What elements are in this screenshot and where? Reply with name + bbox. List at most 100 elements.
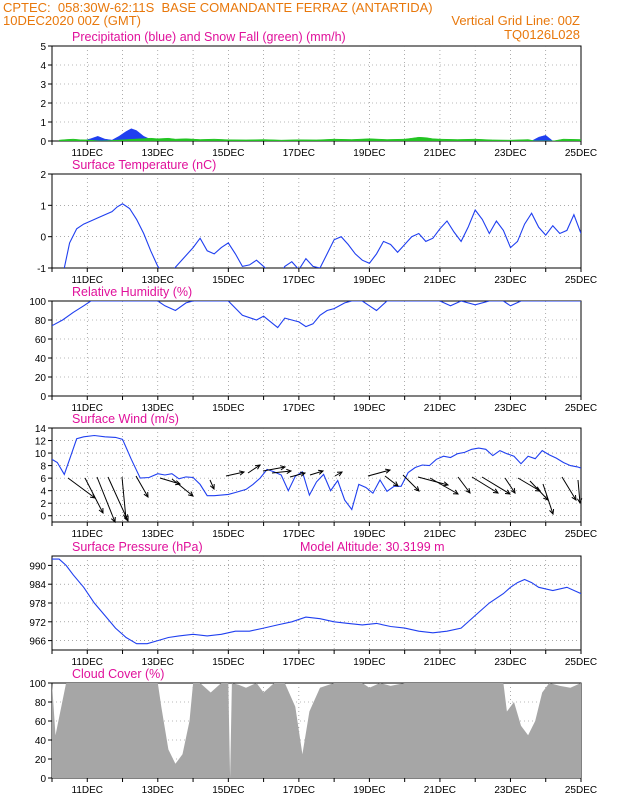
pressure-xtick-label: 19DEC (353, 657, 385, 668)
cloud-ytick-label: 100 (29, 679, 46, 690)
rh-xtick-label: 19DEC (353, 403, 385, 414)
wind-arrow (417, 476, 449, 486)
precip-xtick-label: 17DEC (283, 148, 315, 159)
wind-ytick-label: 10 (35, 449, 47, 460)
wind-arrow (334, 471, 343, 477)
rh-ytick-label: 20 (35, 373, 47, 384)
wind-arrow-head (143, 491, 149, 498)
wind-arrow-head (443, 481, 450, 487)
temp-xtick-label: 19DEC (353, 275, 385, 286)
rh-title: Relative Humidity (%) (72, 285, 192, 299)
rh-ytick-label: 80 (35, 316, 47, 327)
cloud-xtick-label: 13DEC (142, 785, 174, 796)
wind-arrow-head (571, 494, 577, 501)
precip-ytick-label: 5 (40, 42, 46, 53)
cloud-ytick-label: 60 (35, 717, 47, 728)
pressure-ytick-label: 972 (29, 618, 46, 629)
wind-arrow (247, 464, 261, 474)
precip-xtick-label: 15DEC (212, 148, 244, 159)
wind-ytick-label: 6 (40, 474, 46, 485)
precip-xtick-label: 25DEC (565, 148, 597, 159)
pressure-xtick-label: 13DEC (142, 657, 174, 668)
wind-xtick-label: 13DEC (142, 529, 174, 540)
header-model-id: TQ0126L028 (504, 27, 580, 42)
precip-xtick-label: 19DEC (353, 148, 385, 159)
temp-ytick-label: 2 (40, 170, 46, 181)
temp-line (63, 203, 581, 268)
wind-arrow-head (280, 465, 287, 471)
wind-arrow (67, 477, 96, 499)
wind-arrow-head (110, 516, 116, 524)
precip-series-snow-fall (58, 136, 581, 141)
wind-line (52, 434, 581, 511)
wind-arrow-head (492, 488, 499, 494)
temp-xtick-label: 21DEC (424, 275, 456, 286)
precip-xtick-label: 11DEC (72, 148, 104, 159)
cloud-ytick-label: 80 (35, 698, 47, 709)
rh-xtick-label: 21DEC (424, 403, 456, 414)
temp-ytick-label: 0 (40, 233, 46, 244)
wind-arrow (289, 472, 306, 478)
cloud-xtick-label: 17DEC (283, 785, 315, 796)
rh-xtick-label: 23DEC (494, 403, 526, 414)
precip-ytick-label: 4 (40, 61, 46, 72)
wind-arrow (481, 476, 511, 495)
wind-arrow (384, 475, 399, 487)
wind-arrow (171, 478, 194, 497)
wind-arrow (135, 475, 149, 498)
wind-xtick-label: 25DEC (565, 529, 597, 540)
temp-xtick-label: 11DEC (72, 275, 104, 286)
wind-arrow (367, 469, 391, 477)
wind-arrow (402, 474, 420, 492)
precip-xtick-label: 21DEC (424, 148, 456, 159)
cloud-ytick-label: 20 (35, 755, 47, 766)
wind-arrow-head (465, 488, 471, 494)
wind-ytick-label: 0 (40, 512, 46, 523)
rh-xtick-label: 13DEC (142, 403, 174, 414)
wind-title: Surface Wind (m/s) (72, 412, 179, 426)
rh-xtick-label: 11DEC (72, 403, 104, 414)
rh-ytick-label: 100 (29, 297, 46, 308)
rh-ytick-label: 0 (40, 392, 46, 403)
wind-arrow (225, 471, 245, 477)
temp-frame (51, 173, 582, 269)
wind-arrow-head (286, 468, 293, 475)
pressure-xtick-label: 17DEC (283, 657, 315, 668)
wind-arrow (529, 480, 549, 501)
cloud-ytick-label: 0 (40, 774, 46, 785)
pressure-annotation: Model Altitude: 30.3199 m (300, 540, 445, 554)
wind-xtick-label: 21DEC (424, 529, 456, 540)
wind-arrow-head (336, 471, 343, 477)
precip-ytick-label: 0 (40, 137, 46, 148)
rh-xtick-label: 25DEC (565, 403, 597, 414)
pressure-ytick-label: 966 (29, 637, 46, 648)
precip-frame (51, 45, 582, 142)
precip-xtick-label: 13DEC (142, 148, 174, 159)
cloud-xtick-label: 23DEC (494, 785, 526, 796)
wind-arrow-head (510, 487, 516, 494)
wind-arrow-head (187, 491, 194, 497)
wind-arrow (561, 476, 577, 501)
wind-arrow-head (504, 489, 511, 495)
wind-arrow-head (393, 481, 399, 487)
rh-ytick-label: 60 (35, 335, 47, 346)
temp-xtick-label: 25DEC (565, 275, 597, 286)
temp-xtick-label: 23DEC (494, 275, 526, 286)
wind-arrow (84, 477, 104, 514)
precip-xtick-label: 23DEC (494, 148, 526, 159)
pressure-title: Surface Pressure (hPa) (72, 540, 203, 554)
cloud-xtick-label: 21DEC (424, 785, 456, 796)
header-grid-note: Vertical Grid Line: 00Z (451, 13, 580, 28)
wind-xtick-label: 15DEC (212, 529, 244, 540)
pressure-ytick-label: 978 (29, 599, 46, 610)
temp-xtick-label: 15DEC (212, 275, 244, 286)
wind-xtick-label: 19DEC (353, 529, 385, 540)
wind-xtick-label: 11DEC (72, 529, 104, 540)
wind-arrow-head (209, 483, 215, 491)
wind-arrow (121, 476, 127, 520)
wind-arrow (504, 477, 516, 494)
rh-xtick-label: 15DEC (212, 403, 244, 414)
wind-arrow-head (98, 507, 104, 515)
